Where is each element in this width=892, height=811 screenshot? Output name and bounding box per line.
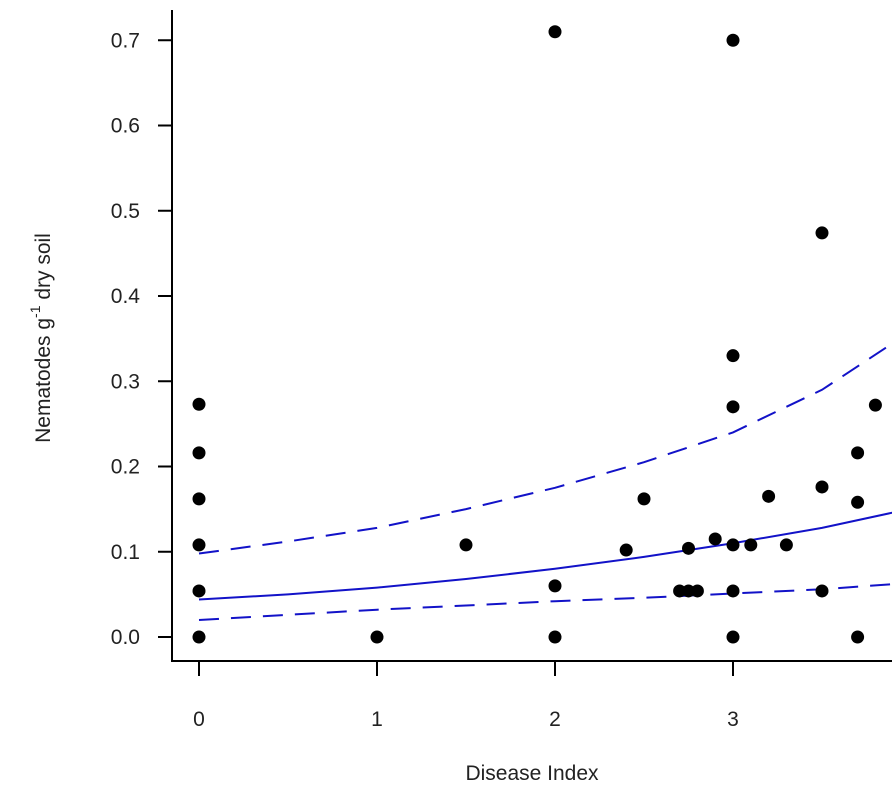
data-point [726,33,740,47]
data-point [548,25,562,39]
y-axis-title-superscript: -1 [27,305,43,318]
data-point [779,538,793,552]
data-point [726,400,740,414]
data-point [762,489,776,503]
data-point [851,495,865,509]
data-point [192,397,206,411]
data-point [370,630,384,644]
data-point [548,630,562,644]
data-point [868,398,882,412]
x-tick-label: 0 [193,708,205,731]
lower-ci-line [198,583,892,621]
data-point [726,538,740,552]
y-tick-label: 0.6 [111,115,140,138]
x-tick-label: 1 [371,708,383,731]
data-point [744,538,758,552]
y-tick-label: 0.5 [111,200,140,223]
x-axis-title: Disease Index [465,762,599,785]
data-point [726,584,740,598]
data-point [619,543,633,557]
data-point [192,492,206,506]
y-tick-label: 0.3 [111,370,140,393]
data-point [815,226,829,240]
y-tick-label: 0.2 [111,456,140,479]
data-point [192,538,206,552]
y-axis-title: Nematodes g-1 dry soil [27,233,55,443]
data-point [726,630,740,644]
data-point [682,584,695,598]
fit-line [198,511,892,601]
data-point [548,579,562,593]
data-point [851,446,865,460]
y-tick-marks [158,39,172,638]
data-point [673,584,687,598]
data-point [192,446,206,460]
data-point [192,630,206,644]
y-tick-label: 0.7 [111,29,140,52]
x-tick-labels: 0 1 2 3 [193,708,739,731]
data-point [637,492,651,506]
data-point [708,532,722,546]
data-point [459,538,473,552]
x-tick-label: 2 [549,708,561,731]
x-tick-marks [198,661,734,676]
fit-lines [198,342,892,621]
data-point [192,584,206,598]
y-tick-labels: 0.0 0.1 0.2 0.3 0.4 0.5 0.6 0.7 [111,29,141,649]
upper-ci-line [198,342,892,555]
y-axis-title-unit: dry soil [32,233,55,305]
y-axis-title-main: Nematodes g [32,318,55,443]
data-point [851,630,865,644]
y-tick-label: 0.0 [111,626,140,649]
x-tick-label: 3 [727,708,739,731]
data-point [815,480,829,494]
data-point [682,541,695,555]
data-point [815,584,829,598]
y-tick-label: 0.1 [111,541,140,564]
data-points [192,25,882,644]
data-point [690,584,704,598]
y-tick-label: 0.4 [111,285,141,308]
data-point [726,349,740,363]
